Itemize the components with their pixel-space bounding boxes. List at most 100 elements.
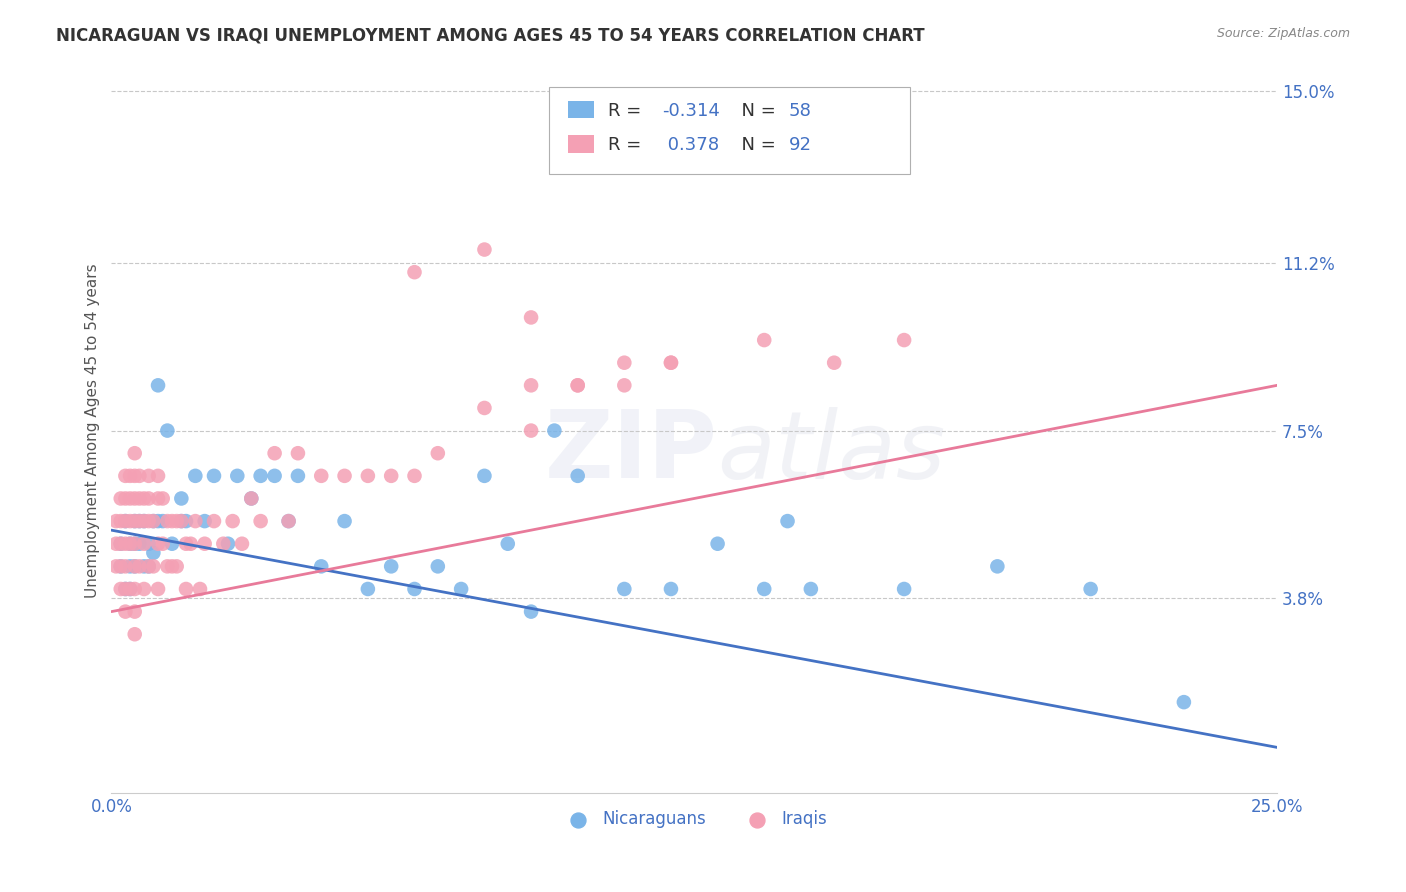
Text: 0.378: 0.378 xyxy=(662,136,718,153)
Point xyxy=(893,582,915,596)
Point xyxy=(263,446,285,460)
Point xyxy=(613,378,636,392)
Point xyxy=(659,356,682,370)
Text: R =: R = xyxy=(607,102,647,120)
Point xyxy=(404,265,426,279)
Point xyxy=(659,582,682,596)
Bar xyxy=(568,101,593,119)
Text: atlas: atlas xyxy=(717,407,946,498)
Point xyxy=(142,514,165,528)
FancyBboxPatch shape xyxy=(548,87,910,174)
Point xyxy=(496,537,519,551)
Point xyxy=(132,514,155,528)
Point xyxy=(120,582,142,596)
Point xyxy=(132,491,155,506)
Point xyxy=(184,514,207,528)
Text: 58: 58 xyxy=(789,102,811,120)
Point xyxy=(146,468,169,483)
Point xyxy=(754,582,776,596)
Point xyxy=(226,468,249,483)
Point xyxy=(520,424,543,438)
Point xyxy=(120,468,142,483)
Point xyxy=(132,559,155,574)
Point xyxy=(124,446,146,460)
Point xyxy=(142,559,165,574)
Point xyxy=(114,559,136,574)
Point xyxy=(156,424,179,438)
Point xyxy=(128,491,150,506)
Point xyxy=(426,559,449,574)
Point xyxy=(146,491,169,506)
Point xyxy=(823,356,845,370)
Point xyxy=(110,514,132,528)
Point xyxy=(128,514,150,528)
Point xyxy=(309,559,332,574)
Point xyxy=(249,514,271,528)
Point xyxy=(170,514,193,528)
Point xyxy=(776,514,799,528)
Point xyxy=(160,514,183,528)
Point xyxy=(110,537,132,551)
Point xyxy=(120,491,142,506)
Point xyxy=(110,537,132,551)
Point xyxy=(105,537,128,551)
Point xyxy=(124,468,146,483)
Point xyxy=(124,514,146,528)
Text: ZIP: ZIP xyxy=(544,407,717,499)
Point xyxy=(184,468,207,483)
Point xyxy=(156,559,179,574)
Point xyxy=(174,514,197,528)
Point xyxy=(138,559,160,574)
Point xyxy=(142,546,165,560)
Point xyxy=(194,537,217,551)
Point xyxy=(893,333,915,347)
Point xyxy=(114,537,136,551)
Point xyxy=(170,491,193,506)
Point xyxy=(520,310,543,325)
Text: 92: 92 xyxy=(789,136,811,153)
Point xyxy=(110,582,132,596)
Point xyxy=(110,491,132,506)
Point xyxy=(357,582,380,596)
Point xyxy=(986,559,1008,574)
Point xyxy=(474,468,496,483)
Point xyxy=(240,491,263,506)
Point xyxy=(380,468,402,483)
Point xyxy=(124,559,146,574)
Point xyxy=(132,582,155,596)
Point xyxy=(426,446,449,460)
Point xyxy=(706,537,728,551)
Point xyxy=(754,333,776,347)
Legend: Nicaraguans, Iraqis: Nicaraguans, Iraqis xyxy=(554,804,834,835)
Point xyxy=(357,468,380,483)
Text: -0.314: -0.314 xyxy=(662,102,720,120)
Point xyxy=(146,537,169,551)
Point xyxy=(160,559,183,574)
Point xyxy=(105,559,128,574)
Point xyxy=(124,491,146,506)
Point xyxy=(194,514,217,528)
Point xyxy=(212,537,235,551)
Point xyxy=(138,537,160,551)
Point xyxy=(613,356,636,370)
Point xyxy=(146,514,169,528)
Point xyxy=(152,514,174,528)
Point xyxy=(287,468,309,483)
Point xyxy=(128,468,150,483)
Point xyxy=(114,514,136,528)
Point xyxy=(249,468,271,483)
Point xyxy=(520,378,543,392)
Point xyxy=(202,468,225,483)
Point xyxy=(114,582,136,596)
Point xyxy=(166,514,188,528)
Point xyxy=(404,468,426,483)
Point xyxy=(659,356,682,370)
Point xyxy=(188,582,211,596)
Point xyxy=(1080,582,1102,596)
Point xyxy=(105,514,128,528)
Point xyxy=(277,514,299,528)
Point xyxy=(309,468,332,483)
Point xyxy=(124,605,146,619)
Point xyxy=(124,559,146,574)
Point xyxy=(174,582,197,596)
